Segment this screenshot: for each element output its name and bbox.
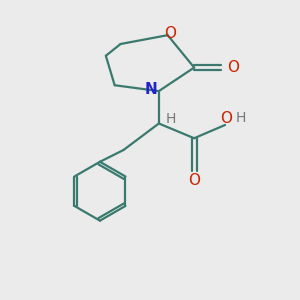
Text: O: O [227,60,239,75]
Text: O: O [220,111,232,126]
Text: H: H [166,112,176,126]
Text: N: N [145,82,158,97]
Text: O: O [188,172,200,188]
Text: H: H [236,112,247,125]
Text: O: O [165,26,177,41]
